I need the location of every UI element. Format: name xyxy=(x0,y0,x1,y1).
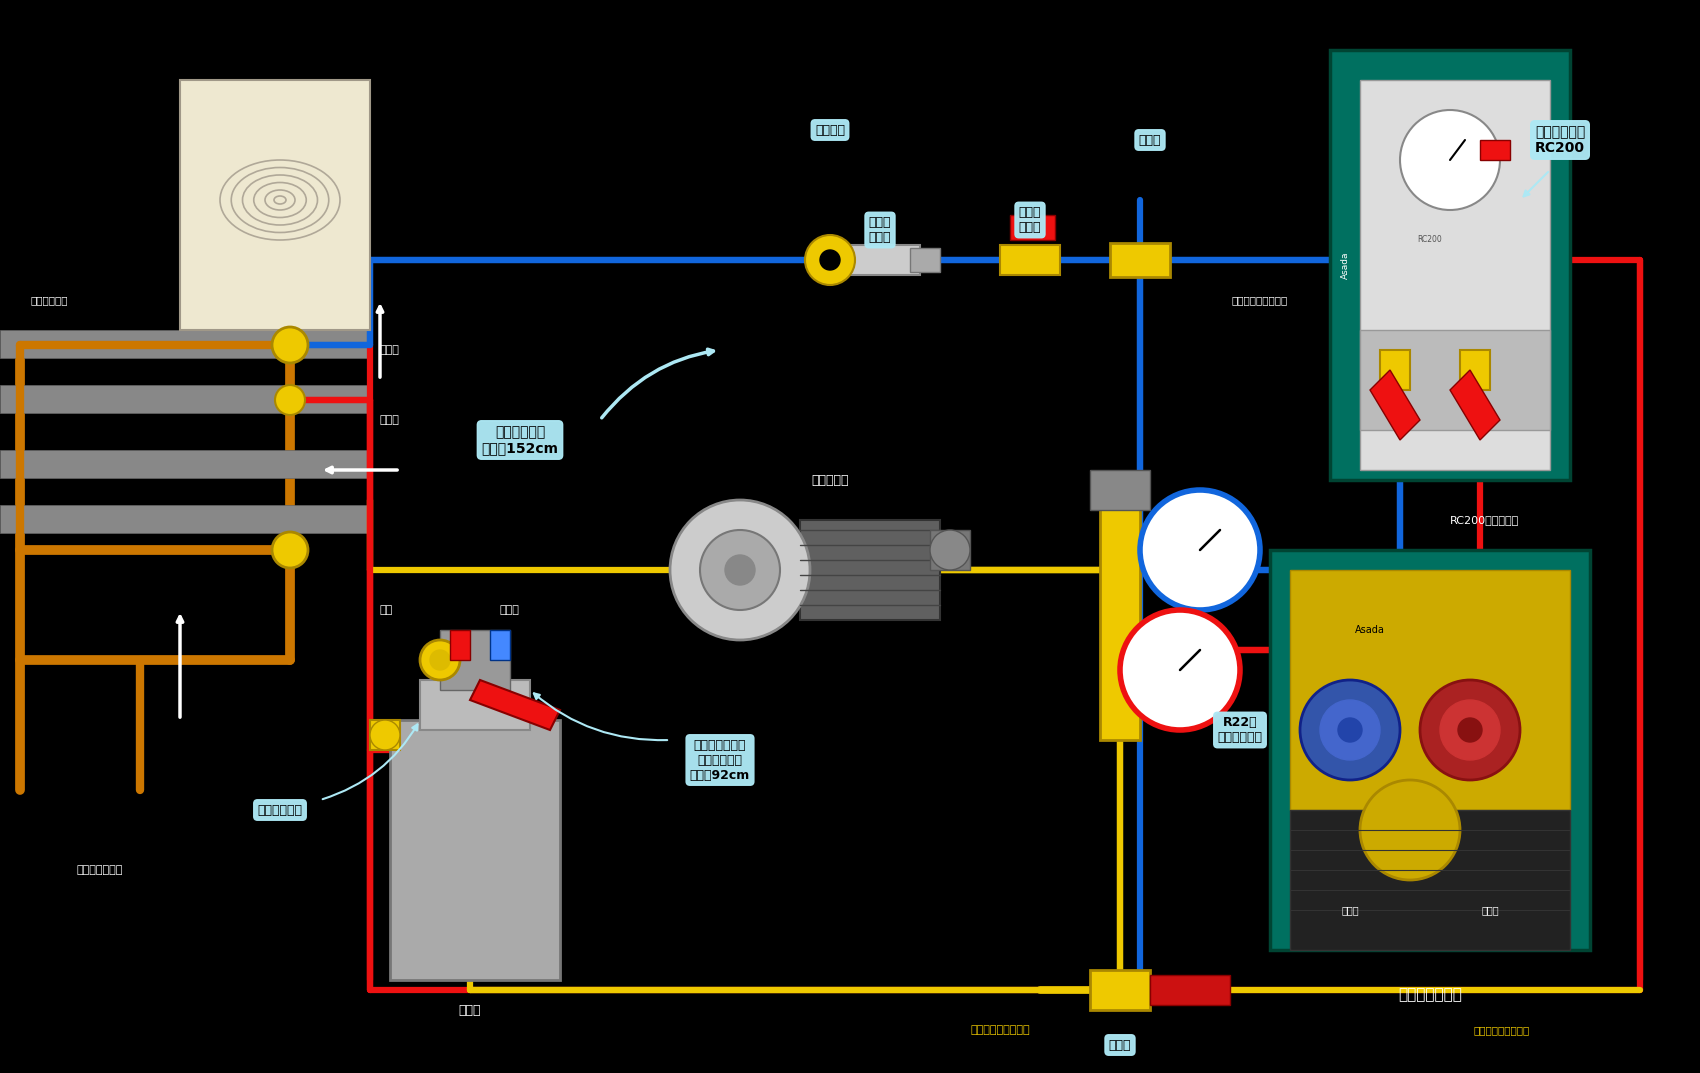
Polygon shape xyxy=(1370,370,1420,440)
Text: 真空ポンプ: 真空ポンプ xyxy=(811,473,848,486)
Text: フロン回収装置: フロン回収装置 xyxy=(1397,987,1462,1002)
Circle shape xyxy=(1120,609,1239,730)
Text: 高圧側: 高圧側 xyxy=(381,346,400,355)
Text: セーフティケーブル: セーフティケーブル xyxy=(971,1025,1030,1035)
Text: Asada: Asada xyxy=(1341,251,1350,279)
Bar xyxy=(850,245,920,275)
Bar xyxy=(1329,50,1571,480)
Bar xyxy=(1000,245,1061,275)
Bar xyxy=(1380,350,1409,389)
Bar xyxy=(0,330,371,358)
Text: RC200: RC200 xyxy=(1418,235,1442,245)
Bar xyxy=(389,720,559,980)
Text: サイトグラス: サイトグラス xyxy=(257,804,303,817)
Bar xyxy=(180,80,371,330)
Bar xyxy=(910,248,940,271)
Bar xyxy=(1360,330,1550,430)
Bar xyxy=(490,630,510,660)
Bar xyxy=(1360,80,1550,470)
Bar xyxy=(0,505,371,533)
Circle shape xyxy=(700,530,780,609)
Text: Asada: Asada xyxy=(1355,624,1386,635)
Circle shape xyxy=(1141,490,1260,609)
Bar xyxy=(1090,970,1149,1010)
Bar xyxy=(1290,810,1571,950)
Text: 冷媒既設配管: 冷媒既設配管 xyxy=(31,295,68,305)
Bar xyxy=(801,520,940,620)
Circle shape xyxy=(1420,680,1520,780)
Bar xyxy=(1149,975,1231,1005)
Text: ガス側: ガス側 xyxy=(500,605,520,615)
Circle shape xyxy=(1338,718,1362,743)
Circle shape xyxy=(670,500,809,640)
Circle shape xyxy=(1300,680,1401,780)
Text: チーズ: チーズ xyxy=(1108,1039,1130,1052)
Bar xyxy=(371,720,400,750)
Circle shape xyxy=(819,250,840,270)
Text: チャージング
ホース152cm: チャージング ホース152cm xyxy=(481,425,559,455)
Circle shape xyxy=(272,327,308,363)
Bar xyxy=(0,450,371,477)
Text: ボール
バルブ: ボール バルブ xyxy=(1018,206,1040,234)
Bar xyxy=(1110,242,1170,277)
Bar xyxy=(1100,500,1141,740)
Bar xyxy=(1270,550,1590,950)
Text: 液側: 液側 xyxy=(381,605,393,615)
Circle shape xyxy=(806,235,855,285)
Circle shape xyxy=(275,330,304,361)
Text: 取入口: 取入口 xyxy=(1341,905,1358,915)
Text: フィルタ: フィルタ xyxy=(814,123,845,136)
Text: ボンベ: ボンベ xyxy=(459,1003,481,1016)
Text: 回収装置付属ホース: 回収装置付属ホース xyxy=(1474,1025,1530,1035)
Circle shape xyxy=(1360,780,1460,880)
Circle shape xyxy=(420,640,461,680)
Bar xyxy=(1090,470,1149,510)
Bar xyxy=(450,630,469,660)
Polygon shape xyxy=(1450,370,1499,440)
Bar xyxy=(1290,570,1571,810)
Circle shape xyxy=(430,650,451,670)
Text: 回収装置付属ホース: 回収装置付属ホース xyxy=(1232,295,1289,305)
Circle shape xyxy=(1401,111,1499,210)
Text: RC200付属ホース: RC200付属ホース xyxy=(1450,515,1520,525)
Circle shape xyxy=(1459,718,1482,743)
Polygon shape xyxy=(469,680,559,730)
Circle shape xyxy=(930,530,971,570)
Bar xyxy=(420,680,530,730)
Text: R22用
マニホールド: R22用 マニホールド xyxy=(1217,716,1263,744)
Circle shape xyxy=(724,555,755,585)
Text: 低圧側: 低圧側 xyxy=(381,415,400,425)
Text: ボールバルブ付
チャージング
ホース92cm: ボールバルブ付 チャージング ホース92cm xyxy=(690,738,750,781)
Bar xyxy=(1460,350,1489,389)
Circle shape xyxy=(1440,700,1499,760)
Bar xyxy=(440,630,510,690)
Bar xyxy=(0,385,371,413)
Text: エコサイクル
RC200: エコサイクル RC200 xyxy=(1535,124,1584,156)
Text: サイト
グラス: サイト グラス xyxy=(869,216,891,244)
Text: バイパス用銅管: バイパス用銅管 xyxy=(76,865,122,874)
Circle shape xyxy=(371,720,400,750)
Circle shape xyxy=(1319,700,1380,760)
Bar xyxy=(1010,215,1056,240)
Circle shape xyxy=(275,535,304,565)
Circle shape xyxy=(272,532,308,568)
Text: 吾出口: 吾出口 xyxy=(1481,905,1499,915)
Circle shape xyxy=(275,385,304,415)
Text: チーズ: チーズ xyxy=(1139,133,1161,147)
Circle shape xyxy=(275,330,304,361)
Bar xyxy=(1481,139,1510,160)
Bar xyxy=(930,530,971,570)
